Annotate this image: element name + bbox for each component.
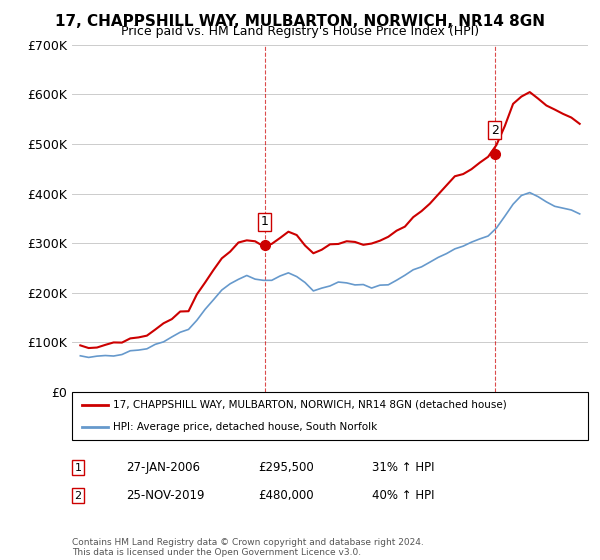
Text: 2: 2 [491,124,499,137]
Text: Contains HM Land Registry data © Crown copyright and database right 2024.
This d: Contains HM Land Registry data © Crown c… [72,538,424,557]
Text: 17, CHAPPSHILL WAY, MULBARTON, NORWICH, NR14 8GN: 17, CHAPPSHILL WAY, MULBARTON, NORWICH, … [55,14,545,29]
Text: HPI: Average price, detached house, South Norfolk: HPI: Average price, detached house, Sout… [113,422,377,432]
Text: 25-NOV-2019: 25-NOV-2019 [126,489,205,502]
Text: 40% ↑ HPI: 40% ↑ HPI [372,489,434,502]
Text: £295,500: £295,500 [258,461,314,474]
Text: £480,000: £480,000 [258,489,314,502]
Text: 1: 1 [261,215,269,228]
Text: 1: 1 [74,463,82,473]
Text: 27-JAN-2006: 27-JAN-2006 [126,461,200,474]
Text: 31% ↑ HPI: 31% ↑ HPI [372,461,434,474]
Text: Price paid vs. HM Land Registry's House Price Index (HPI): Price paid vs. HM Land Registry's House … [121,25,479,38]
Text: 2: 2 [74,491,82,501]
Text: 17, CHAPPSHILL WAY, MULBARTON, NORWICH, NR14 8GN (detached house): 17, CHAPPSHILL WAY, MULBARTON, NORWICH, … [113,400,507,410]
FancyBboxPatch shape [72,392,588,440]
